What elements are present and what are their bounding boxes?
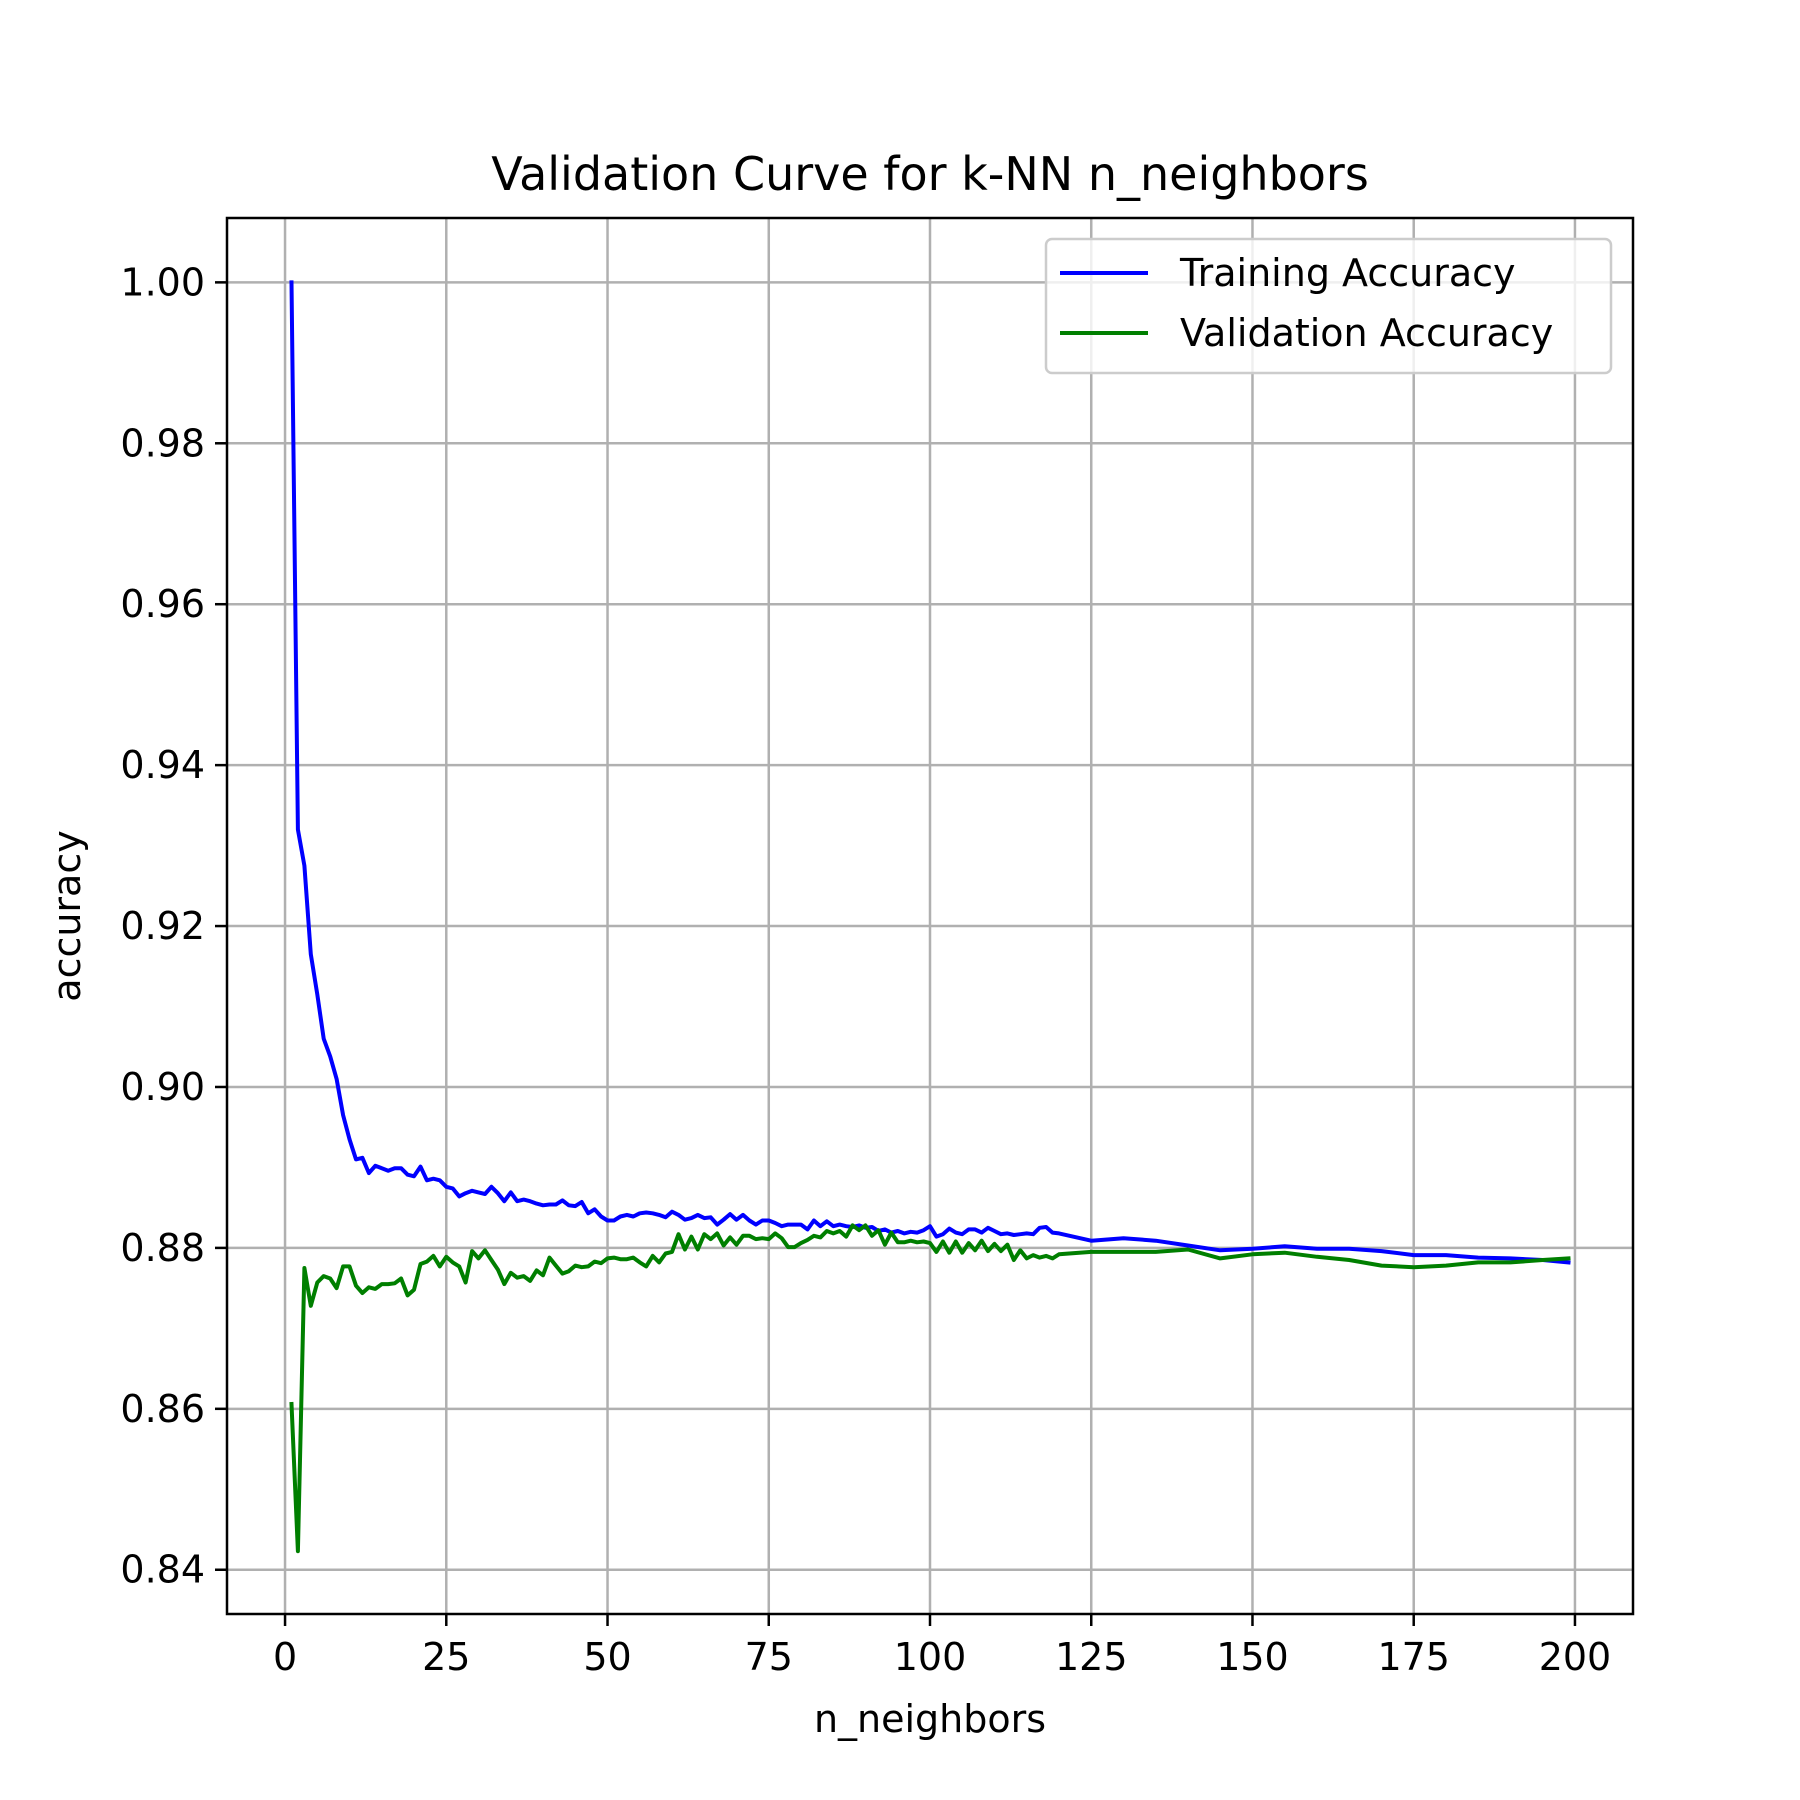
legend-label-validation: Validation Accuracy: [1180, 311, 1553, 355]
grid: [227, 218, 1633, 1614]
y-tick-label: 0.94: [120, 743, 205, 787]
chart-title: Validation Curve for k-NN n_neighbors: [491, 147, 1369, 201]
series-line-training: [289, 280, 1571, 1265]
series-lines: [289, 280, 1571, 1554]
series-line-validation: [289, 1223, 1571, 1554]
y-tick-label: 0.88: [120, 1226, 205, 1270]
x-tick-label: 125: [1055, 1635, 1128, 1679]
y-axis-label: accuracy: [45, 830, 89, 1001]
x-tick-label: 0: [273, 1635, 297, 1679]
y-tick-label: 0.86: [120, 1387, 205, 1431]
x-axis-ticks: 0 25 50 75 100 125 150 175 200: [273, 1614, 1611, 1679]
x-tick-label: 150: [1216, 1635, 1289, 1679]
x-tick-label: 75: [745, 1635, 793, 1679]
x-axis-label: n_neighbors: [814, 1697, 1046, 1741]
y-tick-label: 0.98: [120, 421, 205, 465]
legend: Training Accuracy Validation Accuracy: [1044, 237, 1613, 375]
x-tick-label: 50: [583, 1635, 631, 1679]
y-tick-label: 1.00: [120, 260, 205, 304]
y-tick-label: 0.84: [120, 1548, 205, 1592]
y-tick-label: 0.92: [120, 904, 205, 948]
x-tick-label: 200: [1539, 1635, 1612, 1679]
y-tick-label: 0.96: [120, 582, 205, 626]
legend-box: [1044, 237, 1613, 375]
x-tick-label: 100: [894, 1635, 967, 1679]
x-tick-label: 175: [1377, 1635, 1450, 1679]
y-tick-label: 0.90: [120, 1065, 205, 1109]
legend-label-training: Training Accuracy: [1179, 251, 1516, 295]
y-axis-ticks: 0.84 0.86 0.88 0.90 0.92 0.94 0.96 0.98 1.00: [120, 260, 227, 1592]
x-tick-label: 25: [422, 1635, 470, 1679]
